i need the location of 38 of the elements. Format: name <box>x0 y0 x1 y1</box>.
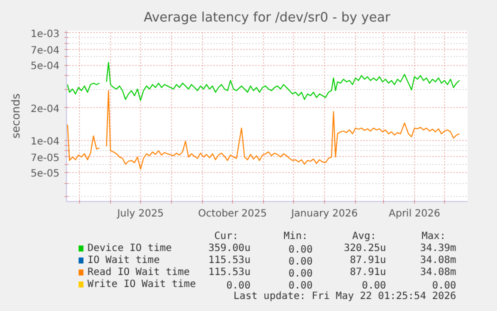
chart-title: Average latency for /dev/sr0 - by year <box>144 10 391 26</box>
text: 87.91u <box>350 267 386 278</box>
text: 0.00 <box>288 256 313 268</box>
legend-label: IO Wait time <box>87 255 160 266</box>
legend-label: Read IO Wait time <box>87 267 190 278</box>
text: 115.53u <box>208 267 250 278</box>
text: Avg: <box>352 231 376 242</box>
x-tick-label: January 2026 <box>290 208 358 220</box>
text: 0.00 <box>362 280 386 292</box>
x-tick-label: October 2025 <box>198 208 267 220</box>
text: 87.91u <box>350 255 386 266</box>
text: Cur: <box>214 231 238 242</box>
x-tick-label: July 2025 <box>116 208 164 220</box>
text: Last update: Fri May 22 01:25:54 2026 <box>233 291 456 302</box>
text: 34.08m <box>420 255 456 266</box>
y-tick-label: 1e-04 <box>30 136 60 148</box>
text: 0.00 <box>432 280 456 292</box>
y-tick-label: 7e-04 <box>30 45 60 56</box>
x-tick-label: April 2026 <box>388 208 440 220</box>
text: 0.00 <box>288 280 313 292</box>
legend-label: Write IO Wait time <box>87 279 196 290</box>
y-axis-title: seconds <box>10 93 23 138</box>
y-tick-label: 2e-04 <box>30 104 60 115</box>
text: 0.00 <box>226 280 250 292</box>
text: Max: <box>422 231 446 242</box>
y-tick-label: 5e-05 <box>30 168 60 180</box>
y-tick-label: 5e-04 <box>30 61 60 72</box>
text: 115.53u <box>208 255 250 266</box>
legend-label: Device IO time <box>87 243 172 254</box>
text: 359.00u <box>208 243 250 254</box>
text: 34.39m <box>420 243 456 254</box>
y-tick-label: 7e-05 <box>30 153 60 164</box>
text: 0.00 <box>288 268 313 280</box>
text: 0.00 <box>288 244 313 256</box>
text: 34.08m <box>420 267 456 278</box>
text: Min: <box>284 231 308 242</box>
y-tick-label: 1e-03 <box>30 28 60 40</box>
text: 320.25u <box>344 243 386 254</box>
